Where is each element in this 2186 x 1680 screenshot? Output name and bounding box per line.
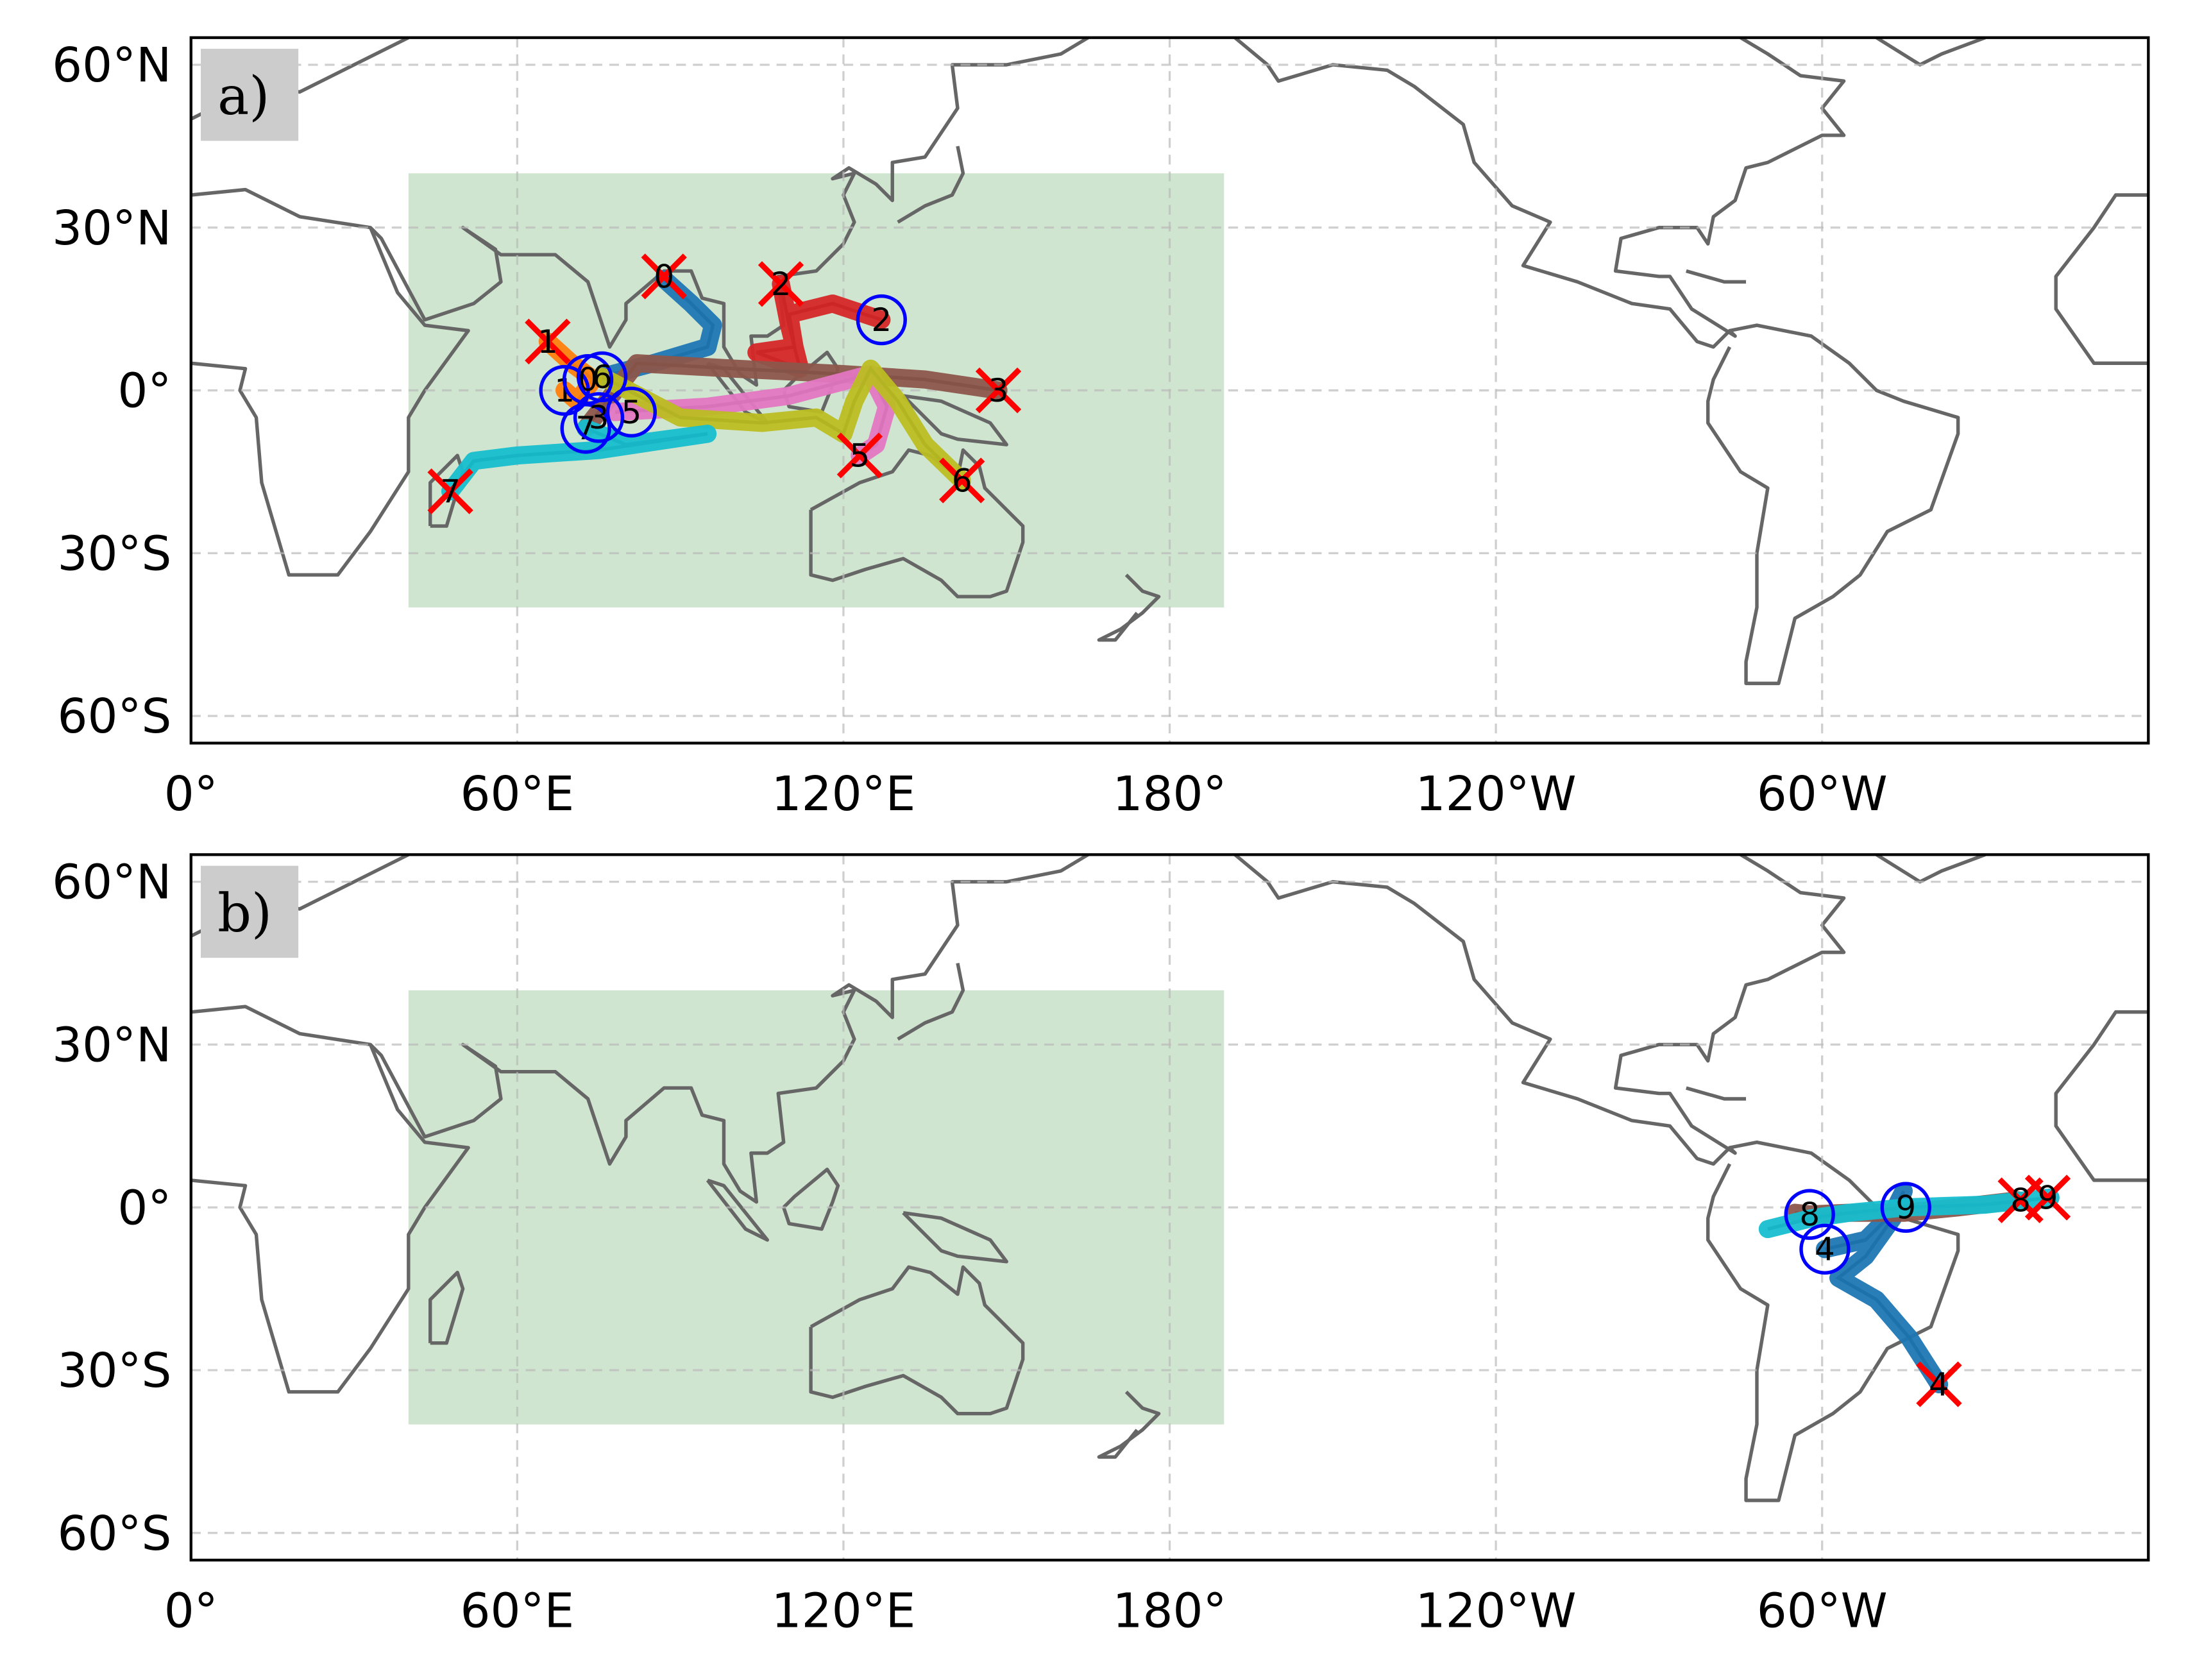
y-tick-label: 0°: [117, 364, 171, 419]
coastline: [1706, 323, 1960, 686]
axes-frame: [189, 853, 2150, 1562]
coastline: [1097, 573, 1161, 642]
start-circle-9: [1880, 1182, 1931, 1233]
end-x-5: [836, 432, 883, 479]
panel-label: a): [217, 65, 269, 127]
y-tick-label: 0°: [117, 1180, 171, 1235]
coastline: [1233, 37, 1846, 349]
end-x-6: [939, 457, 985, 504]
coastline: [369, 854, 1089, 1204]
start-label: 2: [871, 301, 892, 339]
start-circle-5: [606, 386, 657, 438]
start-label: 3: [589, 399, 609, 436]
coastline: [706, 1178, 770, 1242]
end-label: 8: [2010, 1182, 2031, 1219]
x-tick-label: 120°W: [1416, 767, 1577, 822]
y-tick-label: 60°N: [52, 38, 171, 93]
end-label: 5: [849, 437, 870, 474]
coastline: [897, 146, 965, 224]
y-tick-label: 30°S: [58, 526, 172, 581]
start-circle-4: [1799, 1223, 1851, 1275]
coastline: [1706, 1140, 1960, 1502]
y-tick-label: 60°S: [58, 1506, 172, 1561]
track-4: [1815, 1182, 1949, 1394]
y-tick-label: 30°N: [52, 201, 171, 256]
panel-label-box: [200, 49, 299, 141]
coastline: [1097, 1390, 1161, 1459]
end-x-9: [2024, 1175, 2071, 1221]
end-label: 7: [440, 473, 461, 510]
coastline: [428, 1271, 465, 1345]
coastline: [782, 1167, 840, 1231]
track-2: [747, 275, 891, 378]
coastline: [191, 187, 470, 577]
end-x-1: [525, 318, 571, 365]
coastline: [1876, 37, 1986, 67]
track-9: [1758, 1188, 2060, 1239]
coastline: [809, 448, 1025, 598]
x-tick-label: 180°: [1113, 1583, 1227, 1638]
axes-frame: [189, 36, 2150, 745]
coastline: [902, 394, 1008, 446]
coastline: [897, 962, 965, 1041]
coastline: [902, 1210, 1008, 1264]
x-tick-label: 60°W: [1757, 1583, 1888, 1638]
x-tick-label: 120°E: [772, 1583, 916, 1638]
start-circle-7: [560, 403, 611, 454]
coastline: [191, 1005, 470, 1394]
end-label: 1: [538, 323, 558, 361]
y-tick-label: 30°S: [58, 1343, 172, 1398]
x-tick-label: 60°E: [461, 1583, 575, 1638]
end-x-7: [427, 468, 473, 514]
x-tick-label: 120°E: [772, 767, 916, 822]
y-tick-label: 60°N: [52, 855, 171, 910]
coastline: [2054, 193, 2149, 365]
end-x-2: [758, 261, 804, 307]
x-tick-label: 60°W: [1757, 767, 1888, 822]
coastline: [1686, 1086, 1747, 1101]
track-6: [593, 359, 971, 490]
coastline: [428, 454, 465, 528]
start-label: 9: [1895, 1189, 1916, 1226]
end-label: 3: [988, 372, 1009, 409]
coastline: [1686, 269, 1747, 284]
x-tick-label: 120°W: [1416, 1583, 1577, 1638]
coastline: [1233, 854, 1846, 1166]
end-label: 6: [952, 462, 972, 499]
end-x-3: [975, 367, 1022, 414]
start-circle-3: [573, 392, 625, 443]
start-label: 4: [1815, 1231, 1835, 1268]
x-tick-label: 180°: [1113, 767, 1227, 822]
start-label: 6: [592, 359, 613, 396]
end-x-0: [641, 253, 687, 300]
coastline: [809, 1265, 1025, 1416]
end-label: 2: [771, 266, 792, 303]
coastline: [1876, 854, 1986, 884]
start-label: 5: [621, 394, 641, 431]
end-label: 9: [2038, 1179, 2058, 1216]
start-circle-8: [1784, 1189, 1835, 1240]
x-tick-label: 0°: [164, 767, 218, 822]
x-tick-label: 60°E: [461, 767, 575, 822]
panel-label: b): [217, 883, 272, 944]
panel-label-box: [200, 865, 299, 958]
start-circle-2: [856, 294, 907, 346]
track-3: [577, 354, 1008, 437]
x-tick-label: 0°: [164, 1583, 218, 1638]
end-label: 0: [654, 258, 674, 295]
start-circle-6: [576, 351, 628, 403]
coastline: [2054, 1010, 2149, 1182]
end-label: 4: [1929, 1366, 1949, 1403]
y-tick-label: 30°N: [52, 1017, 171, 1073]
y-tick-label: 60°S: [58, 689, 172, 744]
end-x-4: [1916, 1361, 1962, 1407]
start-circle-1: [539, 364, 590, 416]
